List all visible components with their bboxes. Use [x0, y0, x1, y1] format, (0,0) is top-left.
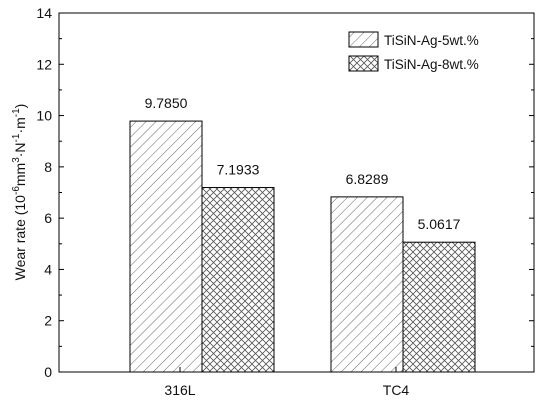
y-tick-label-0: 0 — [44, 364, 52, 380]
category-labels: 316L TC4 — [164, 367, 409, 398]
bar-316L-series-0 — [129, 120, 203, 373]
bars: 9.7850 7.1933 6.8289 5.0617 — [129, 95, 476, 373]
bar-TC4-series-1 — [402, 241, 476, 373]
legend-swatch-5wt — [348, 31, 379, 48]
data-label-TC4-series-1: 5.0617 — [418, 216, 461, 232]
y-tick-label-10: 10 — [36, 108, 52, 124]
y-tick-label-8: 8 — [44, 159, 52, 175]
data-label-316L-series-0: 9.7850 — [145, 95, 188, 111]
bar-TC4-series-0 — [330, 196, 404, 373]
legend-label-5wt: TiSiN-Ag-5wt.% — [384, 33, 479, 48]
data-label-316L-series-1: 7.1933 — [217, 162, 260, 178]
y-tick-label-4: 4 — [44, 261, 52, 277]
y-axis-ticks: 0 2 4 6 8 10 12 14 — [36, 5, 534, 380]
legend: TiSiN-Ag-5wt.% TiSiN-Ag-8wt.% — [348, 31, 479, 72]
category-label-TC4: TC4 — [383, 382, 410, 398]
bar-316L-series-1 — [201, 187, 275, 373]
y-tick-label-6: 6 — [44, 210, 52, 226]
data-label-TC4-series-0: 6.8289 — [346, 171, 389, 187]
y-axis-label: Wear rate (10-6mm3·N-1·m-1) — [11, 104, 28, 281]
category-label-316L: 316L — [164, 382, 195, 398]
y-tick-label-12: 12 — [36, 56, 52, 72]
y-tick-label-14: 14 — [36, 5, 52, 21]
y-tick-label-2: 2 — [44, 313, 52, 329]
legend-swatch-8wt — [348, 55, 379, 72]
legend-label-8wt: TiSiN-Ag-8wt.% — [384, 57, 479, 72]
